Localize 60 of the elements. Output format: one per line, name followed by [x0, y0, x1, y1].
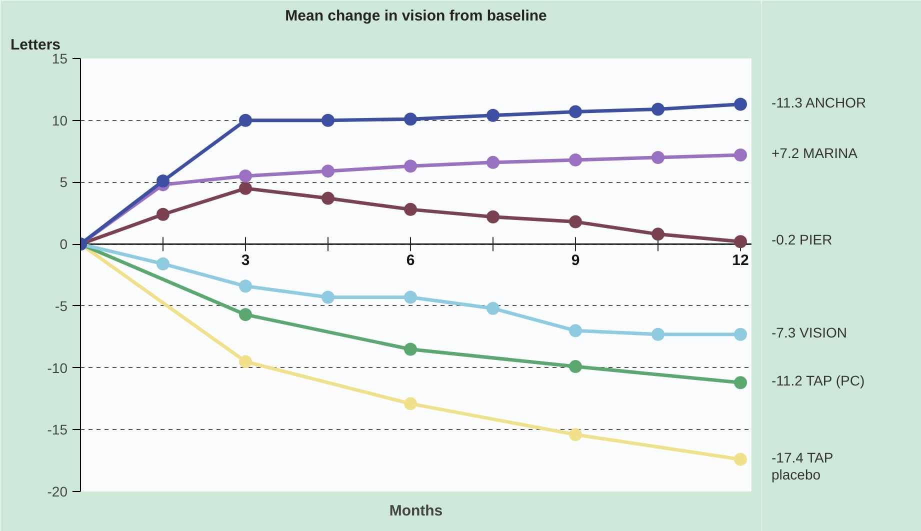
point: [322, 114, 334, 127]
point: [404, 342, 417, 356]
point: [734, 148, 747, 162]
text: -7.3 VISION: [772, 324, 847, 340]
point: [652, 102, 664, 116]
point: [734, 328, 747, 341]
point: [652, 328, 664, 341]
y-tick-label: 15: [52, 50, 68, 66]
point: [734, 98, 747, 111]
point: [239, 355, 252, 368]
x-tick-label: 9: [571, 252, 580, 270]
point: [734, 376, 747, 390]
text: -17.4 TAP placebo: [772, 449, 834, 482]
point: [404, 397, 417, 410]
point: [652, 228, 664, 241]
text: -0.2 PIER: [772, 232, 832, 248]
point: [156, 174, 170, 188]
point: [569, 324, 582, 338]
y-tick-label: 10: [52, 112, 68, 128]
y-axis-title: Letters: [10, 36, 61, 54]
y-tick-label: -10: [47, 360, 68, 376]
y-tick-label: -5: [55, 298, 68, 314]
y-tick-label: 5: [60, 174, 68, 190]
point: [569, 360, 582, 374]
point: [239, 280, 252, 293]
point: [486, 108, 500, 122]
point: [239, 182, 252, 195]
point: [404, 112, 417, 126]
point: [652, 150, 664, 164]
point: [322, 192, 334, 205]
point: [239, 170, 252, 183]
chart-title: Mean change in vision from baseline: [285, 8, 547, 24]
point: [486, 156, 500, 169]
point: [569, 105, 582, 118]
point: [404, 160, 417, 173]
point: [156, 208, 170, 221]
point: [156, 257, 170, 270]
y-tick-label: 0: [60, 236, 68, 252]
point: [404, 202, 417, 216]
x-tick-label: 3: [241, 252, 250, 270]
point: [322, 290, 334, 304]
text: -11.2 TAP (PC): [772, 372, 865, 389]
y-tick-label: -15: [47, 422, 68, 438]
point: [239, 114, 252, 127]
point: [569, 153, 582, 166]
point: [486, 210, 500, 224]
x-tick-label: 6: [406, 252, 415, 270]
point: [734, 452, 747, 466]
point: [322, 164, 334, 178]
point: [239, 308, 252, 322]
point: [734, 235, 747, 248]
text: -11.3 ANCHOR: [772, 94, 866, 110]
x-tick-label: 12: [732, 252, 749, 270]
point: [569, 428, 582, 442]
y-tick-label: -20: [47, 484, 68, 500]
x-axis-title: Months: [389, 502, 443, 520]
point: [404, 290, 417, 304]
point: [569, 215, 582, 228]
point: [486, 302, 500, 315]
text: +7.2 MARINA: [772, 144, 858, 161]
